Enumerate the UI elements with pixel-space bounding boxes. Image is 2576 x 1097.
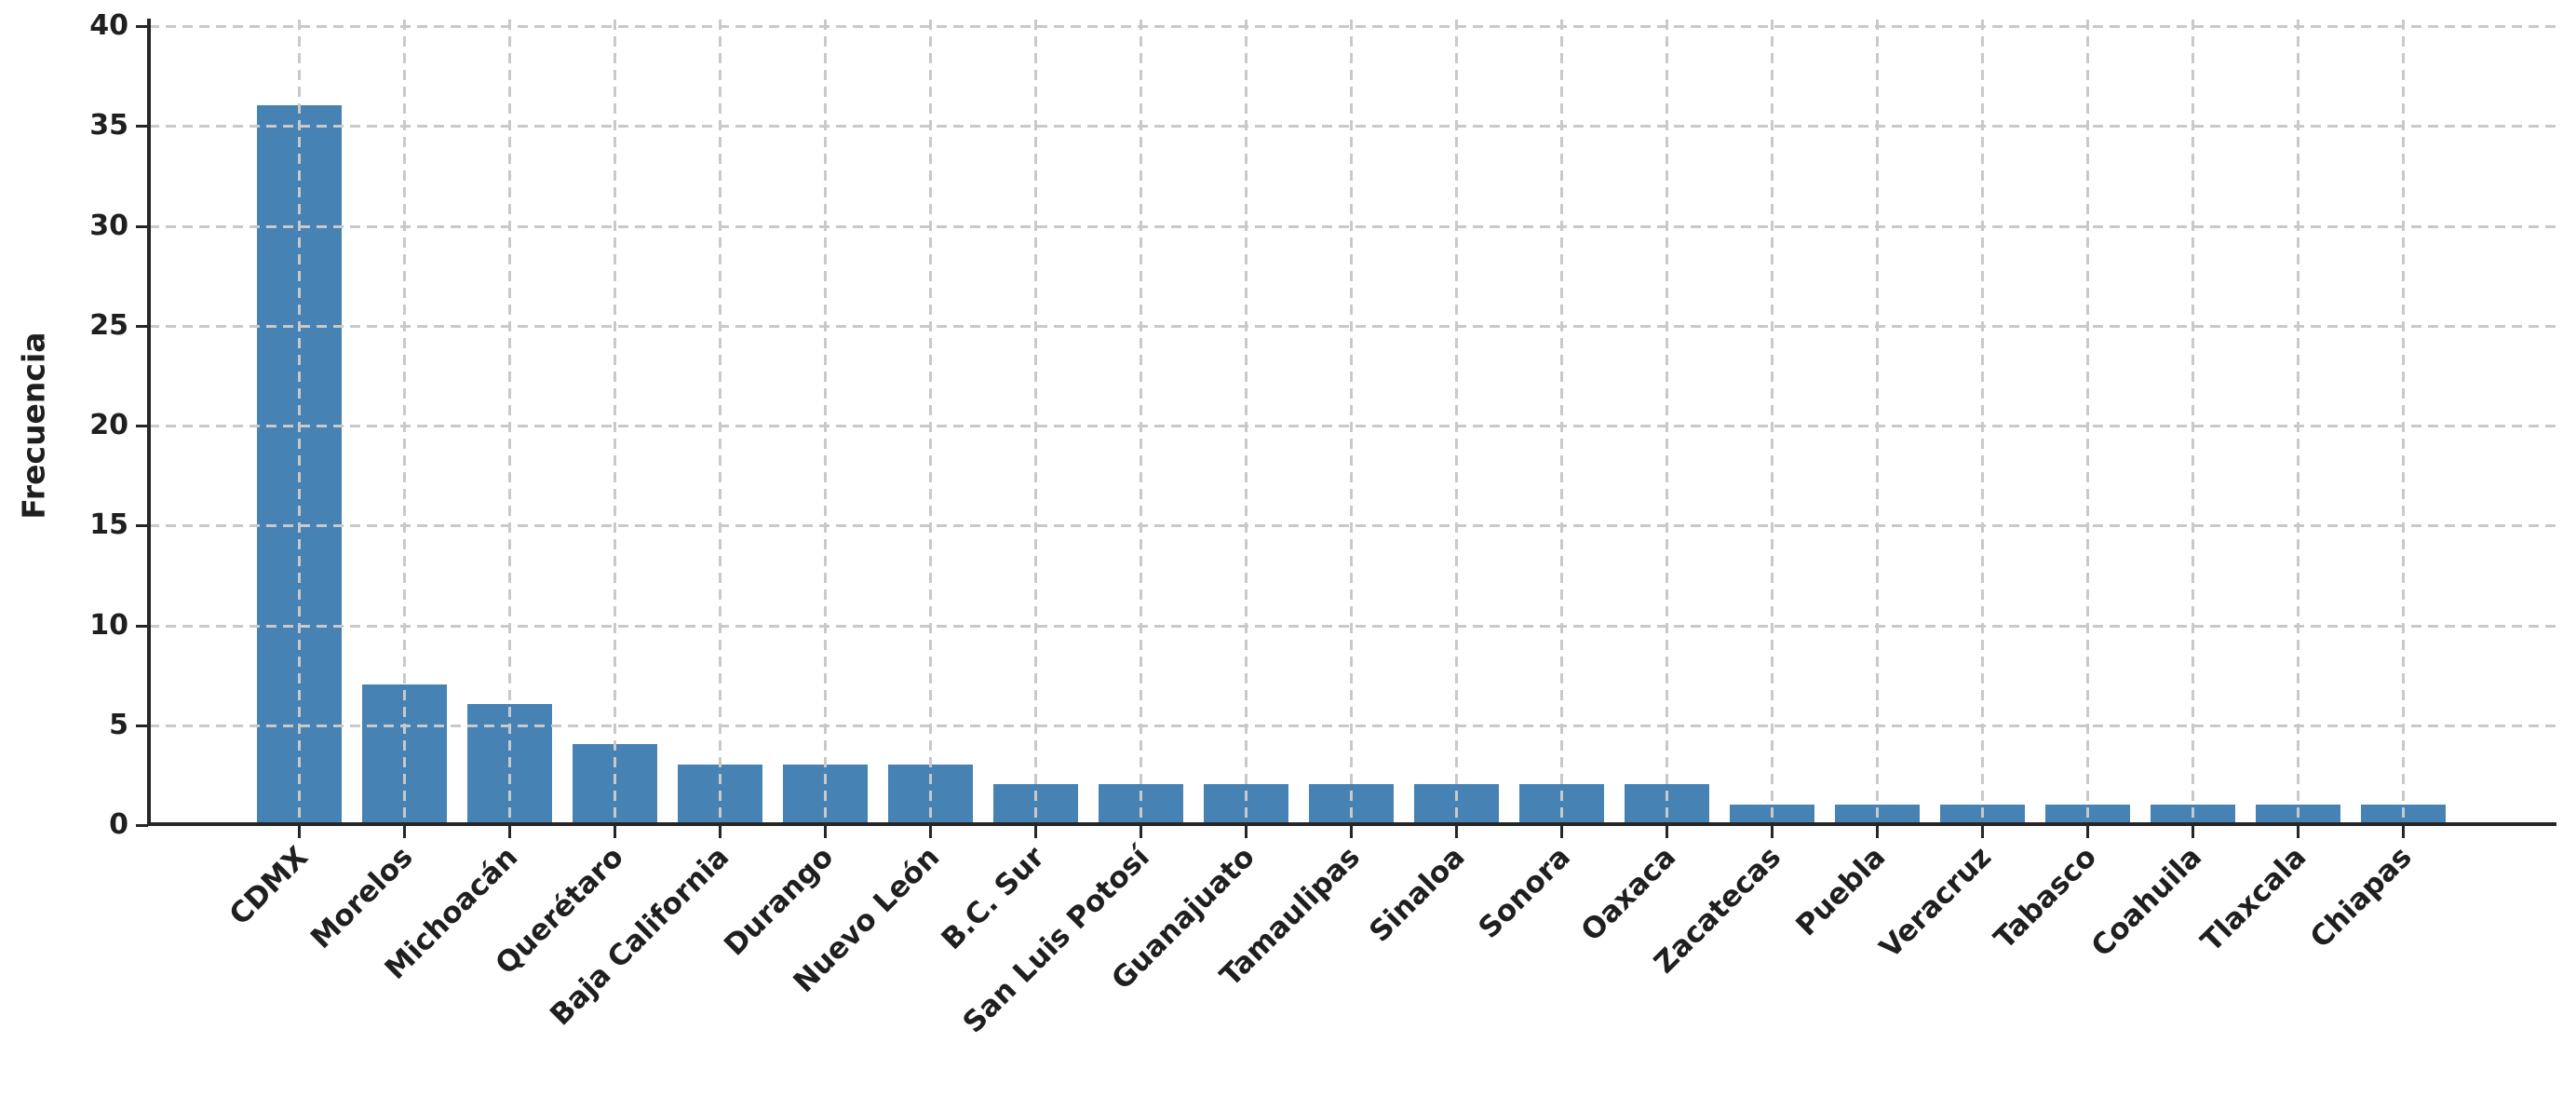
h-gridline — [149, 225, 2556, 228]
x-tick-label: Tabasco — [1987, 840, 2103, 956]
y-tick-label: 10 — [89, 609, 128, 642]
v-gridline — [719, 20, 722, 825]
x-tick-label: CDMX — [223, 840, 315, 932]
y-tick-label: 25 — [89, 309, 128, 342]
x-tick — [298, 826, 301, 838]
x-tick — [929, 826, 932, 838]
x-tick-label: Veracruz — [1872, 840, 1998, 966]
x-tick — [1455, 826, 1458, 838]
v-gridline — [2086, 20, 2089, 825]
v-gridline — [1140, 20, 1142, 825]
y-tick — [136, 325, 148, 328]
h-gridline — [149, 125, 2556, 128]
y-tick-label: 0 — [109, 808, 128, 841]
x-tick — [2086, 826, 2089, 838]
x-tick-label: Oaxaca — [1574, 840, 1682, 948]
v-gridline — [1034, 20, 1037, 825]
v-gridline — [929, 20, 932, 825]
v-gridline — [1455, 20, 1458, 825]
x-tick-label: San Luis Potosí — [956, 840, 1156, 1040]
y-tick-label: 30 — [89, 210, 128, 242]
y-tick — [136, 625, 148, 628]
y-tick — [136, 425, 148, 427]
v-gridline — [1666, 20, 1668, 825]
v-gridline — [298, 20, 301, 825]
x-tick — [1034, 826, 1037, 838]
x-tick — [719, 826, 722, 838]
v-gridline — [2192, 20, 2194, 825]
x-tick — [403, 826, 406, 838]
x-tick — [1666, 826, 1668, 838]
x-tick-label: Coahuila — [2084, 840, 2208, 964]
v-gridline — [1771, 20, 1774, 825]
v-gridline — [1981, 20, 1984, 825]
y-tick-label: 20 — [89, 409, 128, 441]
x-tick — [1981, 826, 1984, 838]
x-tick — [1560, 826, 1563, 838]
x-tick — [2402, 826, 2405, 838]
y-tick — [136, 125, 148, 128]
x-tick-label: Sinaloa — [1363, 840, 1472, 949]
x-tick-label: Sonora — [1472, 840, 1577, 945]
y-tick — [136, 524, 148, 527]
y-tick — [136, 25, 148, 28]
v-gridline — [1560, 20, 1563, 825]
y-tick — [136, 225, 148, 228]
h-gridline — [149, 725, 2556, 727]
y-tick — [136, 725, 148, 727]
x-axis-spine — [147, 822, 2556, 826]
x-tick-label: Baja California — [543, 840, 735, 1033]
x-tick — [1876, 826, 1879, 838]
x-tick — [2192, 826, 2194, 838]
h-gridline — [149, 524, 2556, 527]
v-gridline — [824, 20, 827, 825]
v-gridline — [614, 20, 616, 825]
x-tick — [824, 826, 827, 838]
x-tick — [1350, 826, 1353, 838]
v-gridline — [1245, 20, 1248, 825]
x-tick-label: Tlaxcala — [2194, 840, 2313, 959]
h-gridline — [149, 425, 2556, 427]
x-tick-label: Chiapas — [2303, 840, 2419, 955]
y-axis-title: Frecuencia — [15, 332, 52, 520]
v-gridline — [1876, 20, 1879, 825]
v-gridline — [1350, 20, 1353, 825]
x-tick — [2297, 826, 2300, 838]
y-axis-spine — [147, 19, 151, 826]
v-gridline — [403, 20, 406, 825]
y-tick-label: 5 — [109, 709, 128, 741]
x-tick — [1140, 826, 1142, 838]
y-tick-label: 15 — [89, 508, 128, 541]
h-gridline — [149, 625, 2556, 628]
y-tick-label: 35 — [89, 109, 128, 142]
x-tick-label: Puebla — [1789, 840, 1893, 943]
h-gridline — [149, 325, 2556, 328]
x-tick — [508, 826, 511, 838]
y-tick — [136, 824, 148, 827]
y-tick-label: 40 — [89, 9, 128, 42]
x-tick — [1771, 826, 1774, 838]
h-gridline — [149, 25, 2556, 28]
v-gridline — [2297, 20, 2300, 825]
x-tick — [614, 826, 616, 838]
x-tick — [1245, 826, 1248, 838]
v-gridline — [2402, 20, 2405, 825]
v-gridline — [508, 20, 511, 825]
